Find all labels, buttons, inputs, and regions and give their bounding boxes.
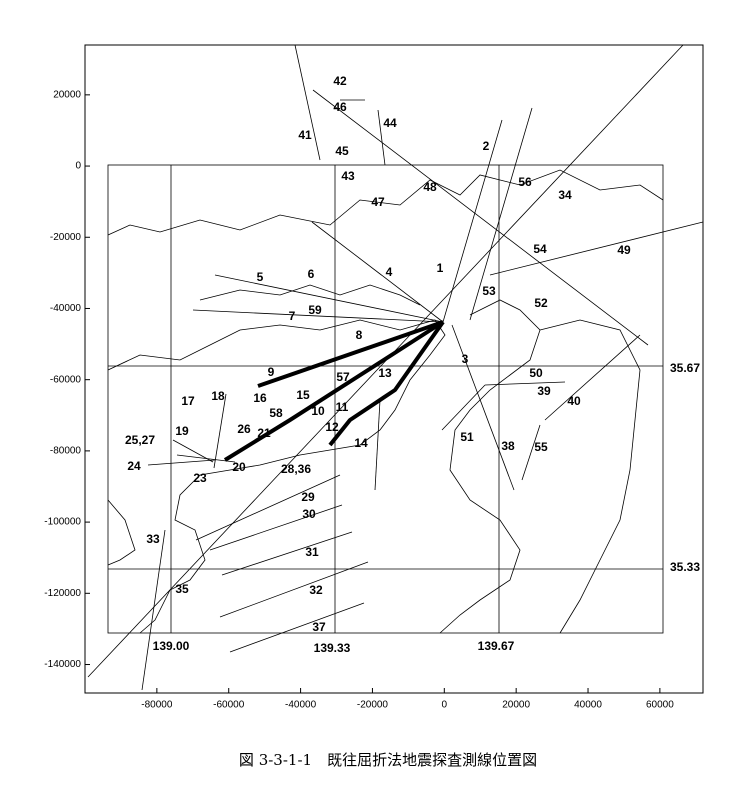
x-tick-label: -60000 [213, 700, 245, 711]
x-tick-label: -20000 [357, 700, 389, 711]
line-label: 20 [232, 460, 246, 474]
line-label: 19 [175, 424, 189, 438]
line-label: 13 [378, 366, 392, 380]
caption: 図 3-3-1-1 既往屈折法地震探査測線位置図 [239, 751, 537, 769]
grid-label: 139.33 [314, 641, 351, 655]
line-label: 26 [237, 422, 251, 436]
line-label: 16 [253, 391, 267, 405]
line-label: 7 [289, 309, 296, 323]
line-label: 8 [356, 328, 363, 342]
line-label: 33 [146, 532, 160, 546]
line-label: 4 [386, 265, 393, 279]
line-label: 3 [462, 352, 469, 366]
line-label: 39 [537, 384, 551, 398]
line-label: 6 [308, 267, 315, 281]
line-label: 21 [257, 426, 271, 440]
line-label: 55 [534, 440, 548, 454]
line-label: 45 [335, 144, 349, 158]
line-label: 28,36 [281, 462, 311, 476]
grid-label: 139.67 [478, 639, 515, 653]
line-label: 11 [336, 400, 349, 414]
line-label: 12 [325, 420, 339, 434]
line-label: 31 [305, 545, 319, 559]
grid-label: 35.33 [670, 560, 700, 574]
line-label: 54 [533, 242, 547, 256]
map-base [107, 164, 664, 634]
line-label: 38 [501, 439, 515, 453]
y-tick-label: 20000 [53, 89, 81, 100]
grid-label: 139.00 [153, 639, 190, 653]
line-label: 1 [437, 261, 444, 275]
line-label: 29 [301, 490, 315, 504]
grid-label: 35.67 [670, 361, 700, 375]
line-label: 58 [269, 406, 283, 420]
line-label: 5 [257, 270, 264, 284]
y-tick-label: -120000 [44, 588, 81, 599]
line-label: 46 [333, 100, 347, 114]
line-label: 9 [268, 365, 275, 379]
line-label: 25,27 [125, 433, 155, 447]
line-label: 18 [211, 389, 225, 403]
y-tick-label: -80000 [50, 446, 82, 457]
line-label: 2 [483, 139, 490, 153]
line-label: 56 [518, 175, 532, 189]
line-label: 49 [617, 243, 631, 257]
line-label: 42 [333, 74, 347, 88]
line-label: 17 [181, 394, 195, 408]
line-label: 30 [302, 507, 316, 521]
line-label: 57 [336, 370, 350, 384]
frame [84, 44, 704, 694]
x-tick-label: 60000 [646, 700, 674, 711]
line-label: 52 [534, 296, 548, 310]
line-label: 15 [296, 388, 310, 402]
y-tick-label: -40000 [50, 303, 82, 314]
line-label: 40 [567, 394, 581, 408]
line-label: 24 [127, 459, 141, 473]
line-label: 23 [193, 471, 207, 485]
x-tick-label: -80000 [141, 700, 173, 711]
y-tick-label: 0 [75, 161, 81, 172]
survey-lines [87, 44, 704, 691]
line-label: 35 [175, 582, 189, 596]
y-tick-label: -140000 [44, 659, 81, 670]
line-label: 48 [423, 180, 437, 194]
line-label: 10 [311, 404, 325, 418]
y-tick-label: -20000 [50, 232, 82, 243]
line-label: 50 [529, 366, 543, 380]
line-label: 47 [371, 195, 385, 209]
line-label: 41 [298, 128, 312, 142]
line-label: 51 [460, 430, 474, 444]
x-tick-label: -40000 [285, 700, 317, 711]
y-tick-label: -100000 [44, 517, 81, 528]
line-label: 53 [482, 284, 496, 298]
line-label: 14 [354, 436, 368, 450]
line-label: 59 [308, 303, 322, 317]
line-label: 43 [341, 169, 355, 183]
line-label: 44 [383, 116, 397, 130]
x-tick-label: 20000 [502, 700, 530, 711]
y-tick-label: -60000 [50, 374, 82, 385]
x-tick-label: 40000 [574, 700, 602, 711]
x-tick-label: 0 [442, 700, 448, 711]
line-label: 37 [312, 620, 326, 634]
line-label: 32 [309, 583, 323, 597]
line-label: 34 [558, 188, 572, 202]
